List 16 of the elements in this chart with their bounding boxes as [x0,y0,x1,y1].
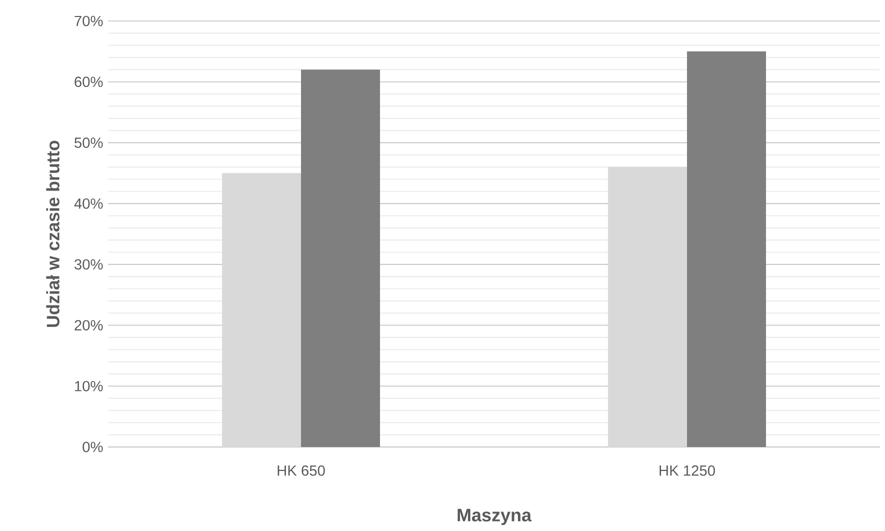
y-tick-label: 60% [74,76,103,88]
y-tick-label: 30% [74,259,103,270]
x-axis-title: Maszyna [458,508,532,526]
x-tick-label: HK 650 [278,465,325,476]
y-tick-label: 70% [74,16,103,26]
y-tick-label: 50% [74,138,103,148]
bar [608,167,687,447]
y-tick-label: 40% [74,198,103,209]
y-tick-label: 20% [74,320,103,330]
bar [301,70,380,447]
bar [687,51,766,447]
y-axis-title: Udział w czasie brutto [46,140,60,327]
y-tick-label: 10% [75,380,103,392]
y-tick-label: 0% [82,442,103,452]
x-tick-label: HK 1250 [660,465,715,476]
bar [222,173,302,447]
